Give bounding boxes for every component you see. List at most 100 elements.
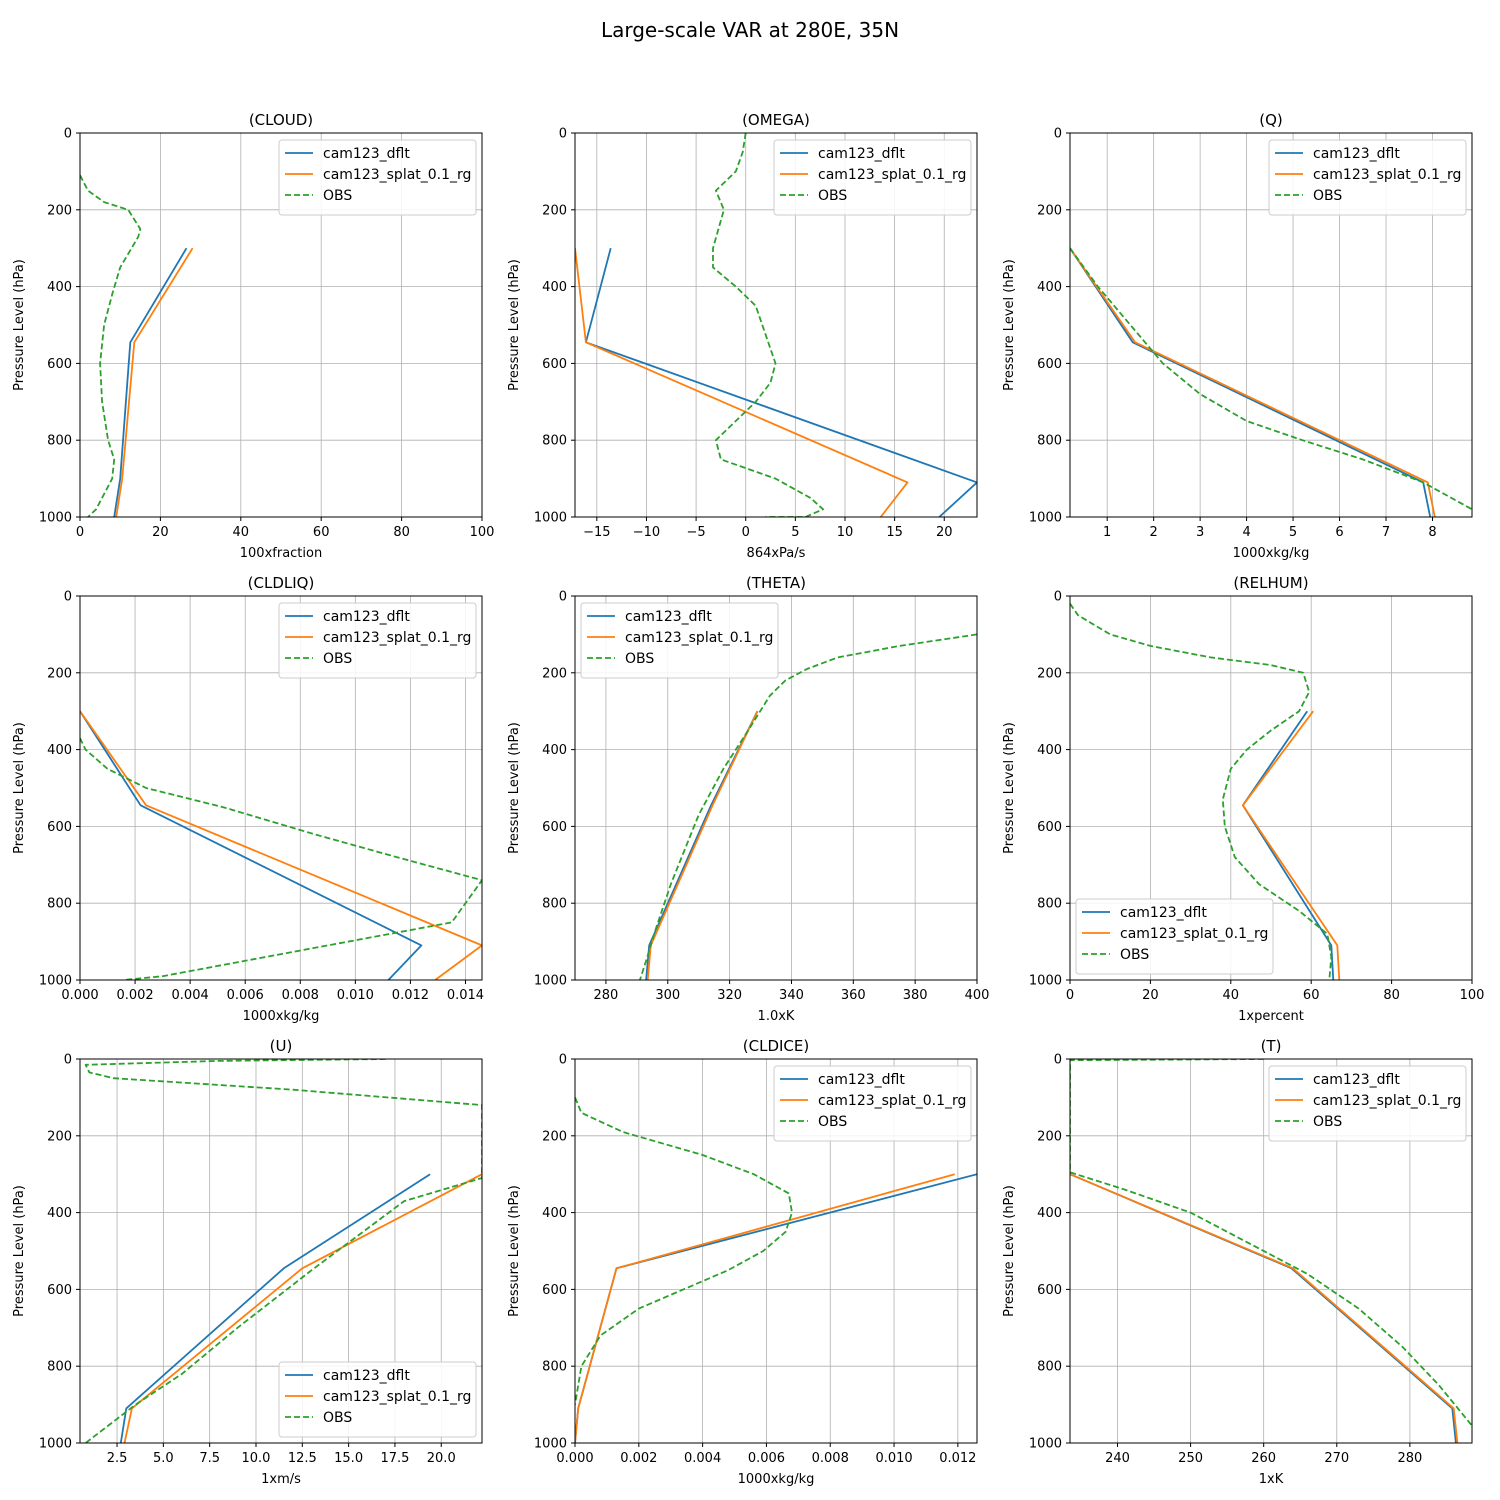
y-axis-label: Pressure Level (hPa) (12, 722, 27, 854)
y-tick-label: 400 (542, 1206, 567, 1221)
legend-box (278, 602, 477, 679)
x-tick-label: 6 (1335, 525, 1343, 540)
series-line-0 (113, 247, 188, 517)
series-line-1 (1242, 710, 1341, 980)
series-line-0 (1070, 1173, 1457, 1443)
panel-5: 0 20 40 60 80 10002004006008001000(RELHUM)1xp… (1002, 574, 1484, 1024)
legend-label: OBS (323, 188, 352, 204)
legend-label: cam123_dflt (1313, 146, 1400, 162)
legend-label: OBS (818, 1114, 847, 1130)
series-line-2 (712, 133, 824, 517)
y-tick-label: 1000 (39, 511, 72, 526)
x-tick-label: 0.002 (116, 988, 153, 1003)
x-tick-label: 15.0 (334, 1451, 363, 1466)
series-line-2 (1070, 603, 1333, 980)
x-tick-label: 0.008 (282, 988, 319, 1003)
x-axis-label: 864xPa/s (747, 546, 806, 561)
legend: cam123_dflt cam123_splat_0.1_rg OBS (1075, 898, 1274, 975)
x-tick-label: 280 (594, 988, 619, 1003)
x-tick-label: 40 (233, 525, 250, 540)
x-axis-label: 1xpercent (1238, 1009, 1304, 1024)
x-tick-label: 3 (1196, 525, 1204, 540)
x-tick-label: 250 (1178, 1451, 1203, 1466)
series-line-1 (575, 248, 909, 517)
y-tick-label: 200 (47, 666, 72, 681)
panels-container: 0 20 40 60 80 10002004006008001000(CLOUD)100x… (12, 111, 1484, 1487)
y-tick-label: 800 (542, 434, 567, 449)
y-tick-label: 0 (559, 127, 567, 142)
legend-label: cam123_splat_0.1_rg (1313, 1093, 1461, 1109)
series-line-1 (115, 247, 194, 517)
legend-label: cam123_dflt (323, 1368, 410, 1384)
x-axis-label: 100xfraction (240, 546, 322, 561)
x-tick-label: 0.012 (392, 988, 429, 1003)
legend-label: cam123_splat_0.1_rg (1313, 167, 1461, 183)
x-tick-label: 300 (655, 988, 680, 1003)
panel-6: 2.5 5.0 7.5 10.0 12.5 15.0 17.5 20.0 0 200 400 600 8… (12, 1037, 483, 1487)
y-tick-label: 600 (1037, 820, 1062, 835)
x-tick-label: 80 (393, 525, 410, 540)
y-axis-label: Pressure Level (hPa) (507, 259, 522, 391)
y-tick-label: 1000 (534, 511, 567, 526)
x-tick-label: 60 (1303, 988, 1320, 1003)
y-axis-label: Pressure Level (hPa) (1002, 722, 1017, 854)
y-tick-label: 1000 (534, 1437, 567, 1452)
legend-label: cam123_splat_0.1_rg (323, 167, 471, 183)
series-line-1 (80, 710, 482, 980)
y-tick-label: 0 (1054, 127, 1062, 142)
legend-label: cam123_splat_0.1_rg (818, 1093, 966, 1109)
y-tick-label: 600 (47, 820, 72, 835)
x-tick-label: 17.5 (380, 1451, 409, 1466)
x-tick-label: −15 (583, 525, 610, 540)
y-tick-label: 800 (542, 897, 567, 912)
series-line-0 (645, 710, 759, 980)
y-tick-label: 400 (47, 743, 72, 758)
x-axis-label: 1.0xK (758, 1009, 795, 1024)
series-line-0 (119, 1173, 431, 1443)
x-tick-label: 100 (470, 525, 495, 540)
series-line-1 (1070, 1173, 1459, 1443)
legend-label: cam123_dflt (323, 609, 410, 625)
series-line-2 (575, 1097, 793, 1405)
panel-title: (CLOUD) (249, 111, 313, 129)
panel-7: 0.000 0.002 0.004 0.006 0.008 0.010 0.012 0 200 4… (507, 1037, 978, 1487)
x-tick-label: −5 (687, 525, 706, 540)
y-tick-label: 800 (47, 434, 72, 449)
series-line-1 (1070, 247, 1436, 517)
y-tick-label: 0 (64, 1053, 72, 1068)
series-line-2 (80, 737, 482, 980)
legend: cam123_dflt cam123_splat_0.1_rg OBS (1268, 139, 1467, 216)
y-tick-label: 400 (542, 743, 567, 758)
legend-label: cam123_dflt (1313, 1072, 1400, 1088)
panel-title: (T) (1261, 1037, 1282, 1055)
legend-box (580, 602, 779, 679)
y-tick-label: 200 (542, 666, 567, 681)
x-tick-label: 0.004 (684, 1451, 721, 1466)
x-tick-label: 280 (1397, 1451, 1422, 1466)
legend: cam123_dflt cam123_splat_0.1_rg OBS (278, 139, 477, 216)
x-tick-label: 7.5 (199, 1451, 220, 1466)
series-line-0 (80, 710, 423, 980)
y-tick-label: 200 (1037, 203, 1062, 218)
x-tick-label: 5 (791, 525, 799, 540)
legend-label: OBS (625, 651, 654, 667)
axes-frame (1069, 132, 1473, 518)
legend: cam123_dflt cam123_splat_0.1_rg OBS (580, 602, 779, 679)
x-axis-label: 1000xkg/kg (738, 1472, 815, 1487)
panel-title: (Q) (1259, 111, 1283, 129)
x-tick-label: 0.008 (812, 1451, 849, 1466)
y-tick-label: 400 (47, 280, 72, 295)
y-axis-label: Pressure Level (hPa) (1002, 259, 1017, 391)
y-tick-label: 200 (47, 1129, 72, 1144)
x-tick-label: 0.004 (172, 988, 209, 1003)
x-tick-label: 100 (1460, 988, 1485, 1003)
panel-3: 0.000 0.002 0.004 0.006 0.008 0.010 0.012 0.014… (12, 574, 484, 1024)
axes-frame (574, 1058, 978, 1444)
series-line-2 (639, 633, 977, 980)
legend-box (1075, 898, 1274, 975)
legend-box (1268, 1065, 1467, 1142)
legend-label: cam123_dflt (625, 609, 712, 625)
legend-box (278, 139, 477, 216)
x-tick-label: 20 (152, 525, 169, 540)
